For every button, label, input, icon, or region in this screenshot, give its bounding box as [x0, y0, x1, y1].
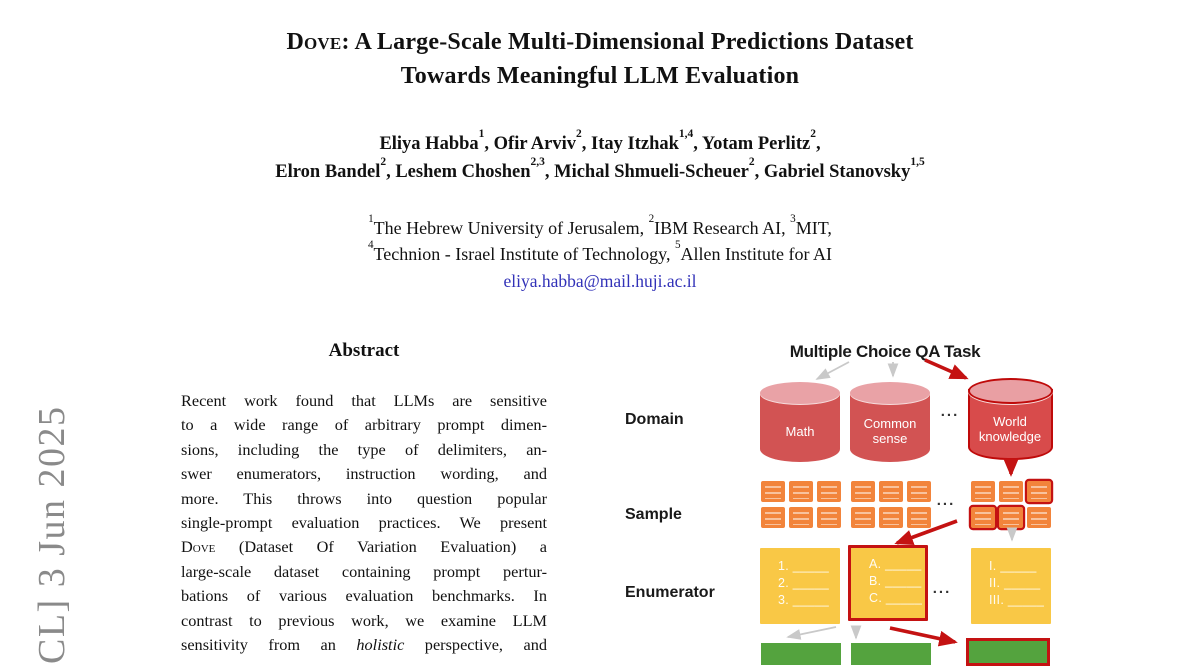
database-icon-top [850, 382, 930, 404]
abstract-line: Recent work found that LLMs are sensitiv… [181, 391, 547, 410]
sample-square-selected [999, 507, 1023, 528]
sample-square [789, 481, 813, 502]
abstract-line: contrast to previous work, we examine LL… [181, 610, 547, 630]
abstract-line: swer enumerators, instruction wording, a… [181, 464, 547, 484]
domain-cylinder-world-knowledge: World knowledge [967, 378, 1053, 460]
enumerator-item: III. _____ [989, 593, 1045, 607]
sample-square [999, 481, 1023, 502]
authors-line-2: Elron Bandel2, Leshem Choshen2,3, Michal… [275, 155, 925, 182]
enumerator-item: 1. _____ [778, 559, 830, 573]
paper-title-line-2: Towards Meaningful LLM Evaluation [400, 63, 800, 89]
paper-title-line-1: Dove: A Large-Scale Multi-Dimensional Pr… [286, 29, 914, 55]
abstract-line: to a wide range of arbitrary prompt dime… [181, 415, 547, 435]
sample-square [1027, 507, 1051, 528]
abstract-paragraph: Recent work found that LLMs are sensitiv… [181, 389, 547, 657]
enumerator-item: 2. _____ [778, 576, 830, 590]
sample-square [817, 507, 841, 528]
domain-label: Math [785, 423, 815, 439]
figure-title: Multiple Choice QA Task [789, 342, 981, 361]
domain-cylinder-math: Math [760, 382, 840, 462]
format-bar-1 [761, 643, 841, 665]
abstract-heading: Abstract [328, 340, 400, 361]
enumerator-item: C. _____ [869, 591, 923, 605]
format-bar-2 [851, 643, 931, 665]
enumerator-item: 3. _____ [778, 593, 830, 607]
sample-square [907, 481, 931, 502]
ellipsis-enumerator: ... [932, 580, 952, 597]
sample-square [971, 481, 995, 502]
authors-line-1: Eliya Habba1, Ofir Arviv2, Itay Itzhak1,… [379, 127, 821, 154]
domain-cylinder-common-sense: Common sense [850, 382, 930, 462]
database-icon [850, 393, 930, 462]
abstract-line: bations of various evaluation benchmarks… [181, 586, 547, 606]
enumerator-box-letters: A. _____ B. _____ C. _____ [848, 545, 928, 621]
sample-square-selected [1027, 481, 1051, 502]
sample-square [817, 481, 841, 502]
abstract-line: sions, including the type of delimiters,… [181, 439, 547, 459]
sample-square-selected [971, 507, 995, 528]
affiliations-line-2: 4Technion - Israel Institute of Technolo… [367, 238, 833, 264]
format-bar-3-selected [966, 638, 1050, 666]
database-icon-top [760, 382, 840, 404]
enumerator-item: I. _____ [989, 559, 1037, 573]
database-icon-top [967, 378, 1053, 404]
enumerator-item: B. _____ [869, 574, 922, 588]
row-label-sample: Sample [625, 506, 682, 523]
sample-square [907, 507, 931, 528]
database-icon [760, 393, 840, 462]
ellipsis-sample: ... [936, 492, 956, 509]
sample-grid-1 [761, 481, 841, 528]
row-label-domain: Domain [625, 411, 684, 428]
abstract-line: large-scale dataset containing prompt pe… [181, 561, 547, 581]
domain-label: Common sense [863, 416, 917, 446]
arxiv-stamp: CL] 3 Jun 2025 [31, 405, 73, 665]
email-link[interactable]: eliya.habba@mail.huji.ac.il [503, 271, 697, 291]
row-label-enumerator: Enumerator [625, 584, 715, 601]
enumerator-box-roman: I. _____ II. _____ III. _____ [971, 548, 1051, 624]
affiliations-line-1: 1The Hebrew University of Jerusalem, 2IB… [368, 212, 832, 238]
domain-label: World knowledge [978, 414, 1042, 444]
sample-grid-2 [851, 481, 931, 528]
page-root: { "header": { "title_line1": [{"sc":"Dov… [31, 29, 1053, 666]
sample-square [761, 507, 785, 528]
abstract-line: single-prompt evaluation practices. We p… [181, 513, 547, 533]
sample-square [761, 481, 785, 502]
sample-grid-3 [971, 481, 1051, 528]
sample-square [789, 507, 813, 528]
sample-square [851, 481, 875, 502]
sample-square [851, 507, 875, 528]
abstract-line: Dove (Dataset Of Variation Evaluation) a [181, 537, 547, 557]
ellipsis-domain: ... [940, 403, 960, 420]
abstract-line: sensitivity from an holistic perspective… [181, 635, 547, 655]
enumerator-item: II. _____ [989, 576, 1041, 590]
enumerator-item: A. _____ [869, 557, 922, 571]
sample-square [879, 481, 903, 502]
enumerator-box-numeric: 1. _____ 2. _____ 3. _____ [760, 548, 840, 624]
abstract-line: more. This throws into question popular [181, 488, 547, 508]
sample-square [879, 507, 903, 528]
